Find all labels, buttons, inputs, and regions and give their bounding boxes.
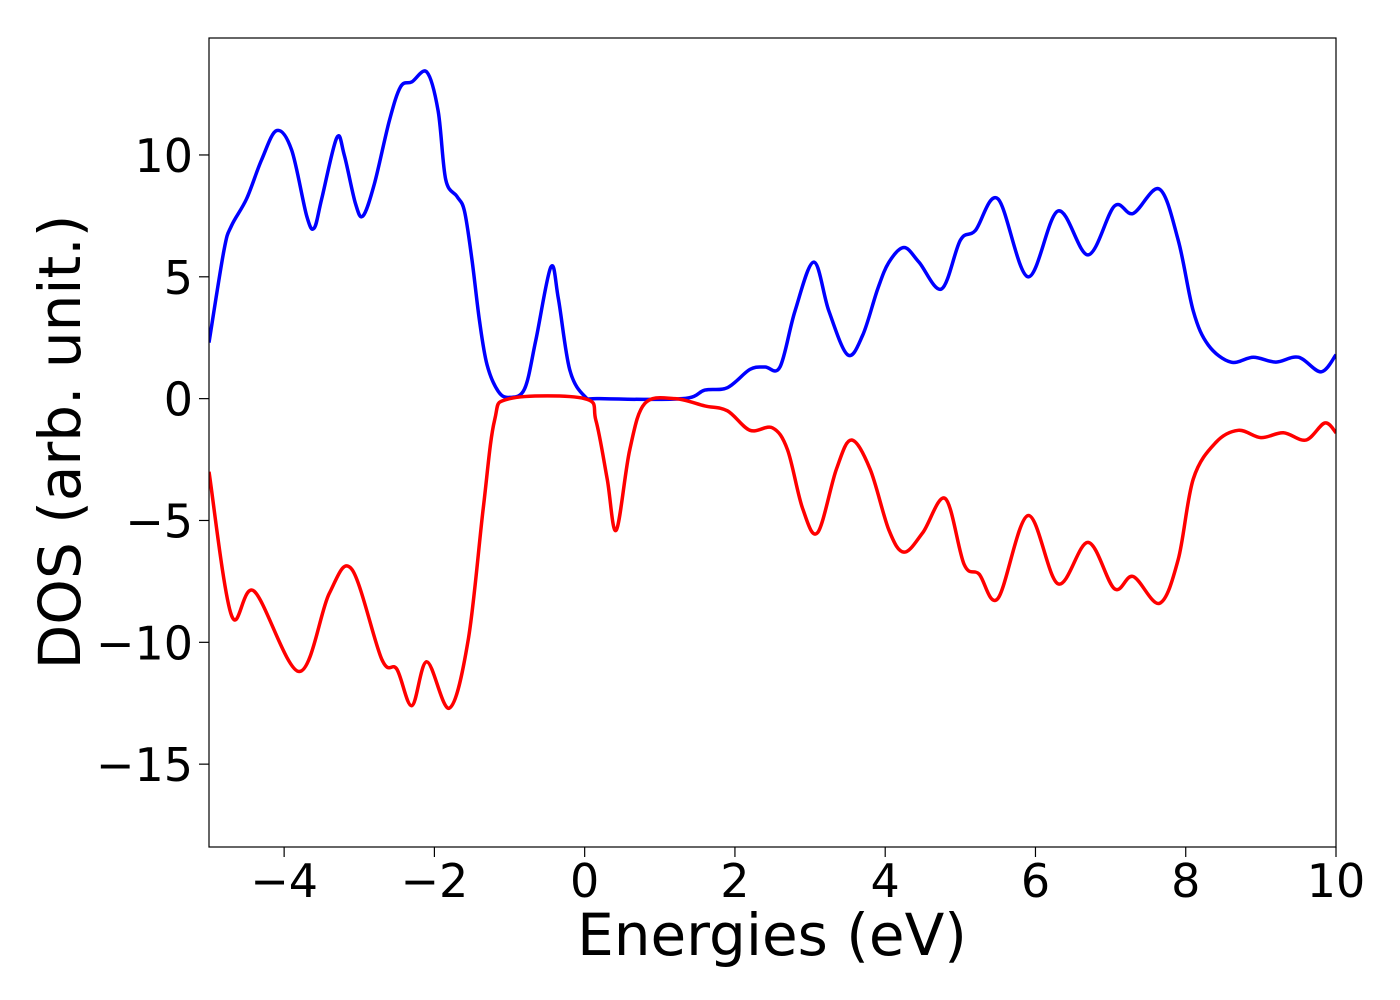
y-axis-label: DOS (arb. unit.) [26, 215, 94, 670]
x-tick-label: −4 [250, 854, 318, 908]
plot-frame [208, 37, 1337, 848]
plot-area [209, 69, 1336, 710]
x-tick-label: 8 [1171, 854, 1200, 908]
y-tick-label: 0 [164, 373, 193, 427]
x-axis-label: Energies (eV) [577, 901, 967, 969]
x-tick-label: 4 [871, 854, 900, 908]
x-tick-label: −2 [400, 854, 468, 908]
y-tick-label: 5 [164, 251, 193, 305]
x-tick-label: 0 [570, 854, 599, 908]
x-tick-label: 6 [1021, 854, 1050, 908]
y-tick-label: 10 [134, 129, 193, 183]
line-series [209, 69, 1336, 402]
y-tick-label: −10 [96, 616, 193, 670]
y-tick-label: −5 [125, 494, 193, 548]
y-tick-label: −15 [96, 738, 193, 792]
x-tick-label: 10 [1307, 854, 1366, 908]
line-series [209, 394, 1336, 710]
x-tick-label: 2 [720, 854, 749, 908]
